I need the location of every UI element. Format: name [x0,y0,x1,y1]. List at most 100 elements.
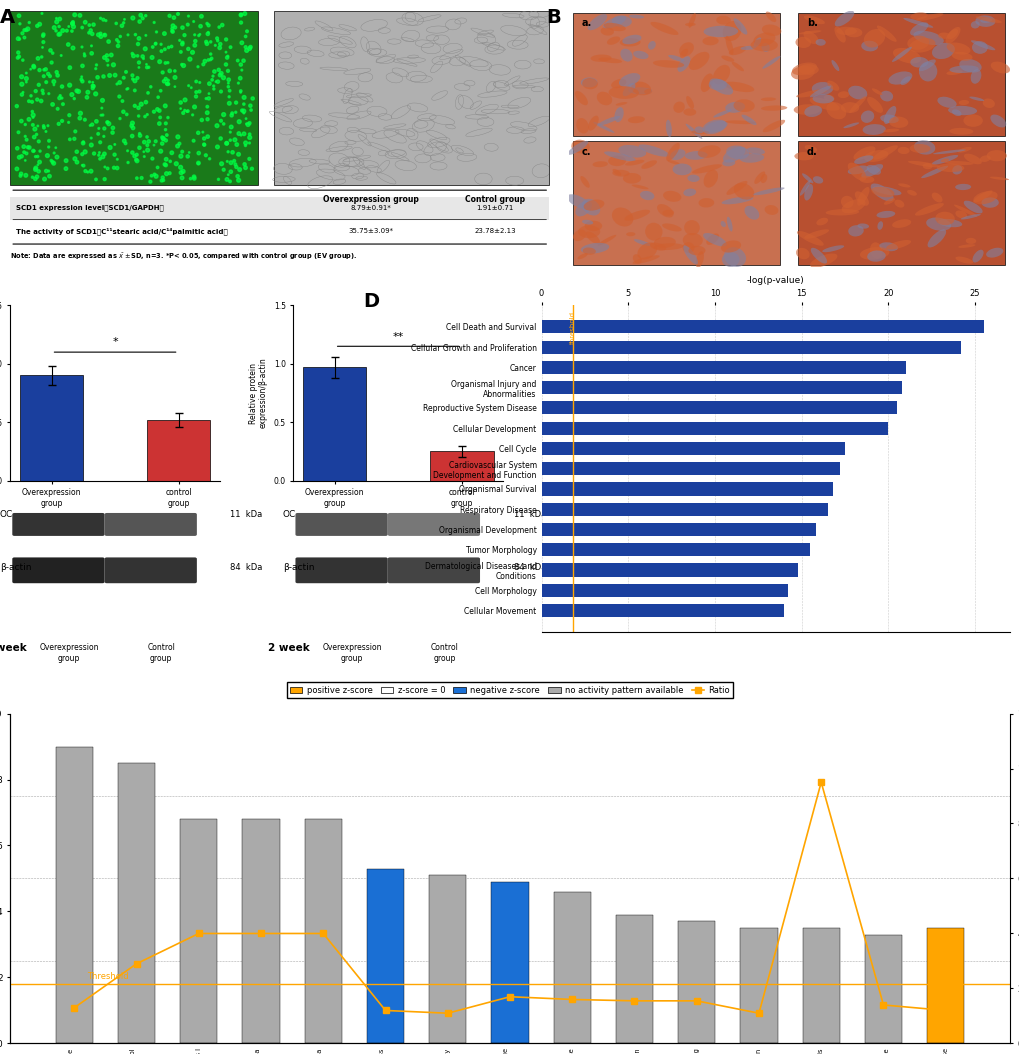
Point [218,135,234,152]
Point [200,17,216,34]
Point [66,91,83,108]
Point [166,62,182,79]
Bar [541,523,815,536]
Point [223,118,239,135]
Point [40,65,56,82]
Point [192,74,208,91]
Ellipse shape [853,155,872,164]
Point [160,76,176,93]
Ellipse shape [632,255,659,264]
Point [201,75,217,92]
Point [73,69,90,85]
Point [153,142,169,159]
Point [118,81,135,98]
Ellipse shape [948,105,976,115]
Point [97,171,113,188]
Point [124,119,141,136]
Point [116,133,132,150]
Point [74,19,91,36]
Point [226,153,243,170]
Text: c.: c. [582,147,591,157]
Ellipse shape [571,140,589,154]
Point [10,44,26,61]
Point [196,130,212,147]
Point [230,172,247,189]
Ellipse shape [652,60,684,67]
Point [174,34,191,51]
Point [157,97,173,114]
Bar [541,483,833,495]
Point [226,132,243,149]
Point [67,123,84,140]
Point [146,14,162,31]
Point [129,47,146,64]
Point [242,125,258,142]
Ellipse shape [639,191,654,200]
Point [127,26,144,43]
Point [46,144,62,161]
Ellipse shape [628,116,644,123]
Point [185,170,202,187]
Point [28,159,44,176]
Point [16,30,33,46]
Point [94,100,110,117]
Point [36,26,52,43]
Point [38,74,54,91]
Point [119,142,136,159]
Point [36,34,52,51]
Point [31,163,47,180]
Point [203,34,219,51]
Point [232,6,249,23]
Bar [10,197,548,219]
Point [93,28,109,45]
Point [28,171,44,188]
Bar [541,402,896,414]
Ellipse shape [720,196,752,204]
FancyBboxPatch shape [573,141,780,265]
Point [160,72,176,89]
FancyBboxPatch shape [797,141,1005,265]
Point [219,50,235,66]
Ellipse shape [803,184,812,200]
Ellipse shape [866,251,884,261]
Point [158,132,174,149]
Point [209,33,225,50]
Point [9,160,25,177]
Point [199,36,215,53]
Point [81,24,97,41]
Ellipse shape [871,89,881,95]
Point [228,136,245,153]
Point [28,149,44,165]
Ellipse shape [698,198,713,208]
Ellipse shape [647,41,655,50]
Ellipse shape [577,253,587,259]
Ellipse shape [598,116,620,125]
Ellipse shape [688,13,695,27]
Bar [740,928,776,1043]
Ellipse shape [863,150,888,162]
Point [18,132,35,149]
Point [228,158,245,175]
Ellipse shape [622,83,635,96]
Ellipse shape [974,16,995,27]
Point [49,67,65,84]
Point [114,93,130,110]
Point [151,102,167,119]
Ellipse shape [638,144,668,157]
Ellipse shape [705,234,718,245]
Text: β-actin: β-actin [282,563,314,572]
Point [240,151,257,168]
Point [171,135,187,152]
Ellipse shape [913,31,943,45]
Point [22,61,39,78]
Ellipse shape [703,170,717,188]
Point [77,14,94,31]
Point [72,104,89,121]
Point [21,14,38,31]
Point [161,7,177,24]
Point [227,103,244,120]
Ellipse shape [704,120,727,133]
Point [35,39,51,56]
Point [130,99,147,116]
Point [219,47,235,64]
